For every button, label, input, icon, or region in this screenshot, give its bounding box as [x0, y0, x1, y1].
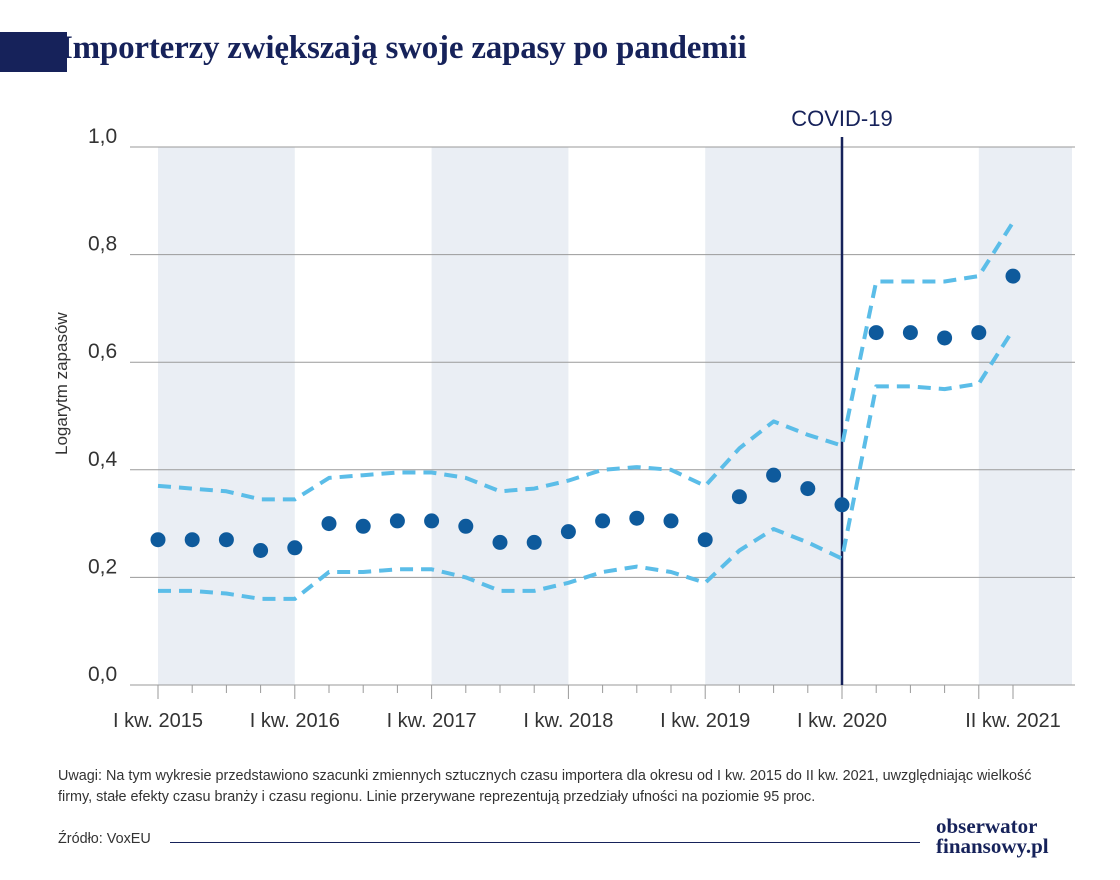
x-tick-label: I kw. 2017 [387, 710, 477, 732]
footer-divider [170, 842, 920, 843]
x-tick-label: I kw. 2018 [523, 710, 613, 732]
data-point [526, 534, 542, 550]
data-point [492, 534, 508, 550]
data-point [424, 513, 440, 529]
chart-notes: Uwagi: Na tym wykresie przedstawiono sza… [58, 768, 1032, 805]
source-text: Źródło: VoxEU [58, 831, 151, 847]
y-tick-label: 1,0 [88, 125, 117, 148]
data-point [595, 513, 611, 529]
data-point [287, 540, 303, 556]
data-point [834, 497, 850, 513]
covid-marker: COVID-19 [791, 106, 893, 685]
year-shade-2021 [978, 147, 1072, 685]
estimate-points [150, 268, 1021, 558]
data-point [629, 510, 645, 526]
page-title: Importerzy zwiększają swoje zapasy po pa… [60, 30, 747, 66]
x-tick-label: I kw. 2019 [660, 710, 750, 732]
title-accent-bar [0, 32, 67, 72]
upper_ci-line [157, 221, 1015, 502]
year-shade-2019 [705, 147, 842, 685]
y-tick-label: 0,6 [88, 340, 117, 363]
data-point [663, 513, 679, 529]
x-tick-label: I kw. 2016 [250, 710, 340, 732]
data-point [389, 513, 405, 529]
data-point [184, 532, 200, 548]
y-axis-ticks: 1,0 0,8 0,6 0,4 0,2 0,0 [88, 125, 118, 686]
x-tick-label: I kw. 2015 [113, 710, 203, 732]
logo-line-2: finansowy.pl [936, 834, 1049, 858]
x-tick-label: II kw. 2021 [965, 710, 1061, 732]
y-tick-label: 0,2 [88, 555, 117, 578]
data-point [218, 532, 234, 548]
year-shade-2015 [158, 147, 295, 685]
x-axis: I kw. 2015 I kw. 2016 I kw. 2017 I kw. 2018… [113, 685, 1061, 732]
brand-logo: obserwator finansowy.pl [936, 814, 1076, 858]
data-point [321, 516, 337, 532]
year-shading [158, 147, 1072, 685]
y-tick-label: 0,8 [88, 233, 117, 256]
year-shade-2017 [431, 147, 569, 685]
confidence-bands [157, 221, 1015, 601]
data-point [697, 532, 713, 548]
data-point [458, 518, 474, 534]
data-point [800, 481, 816, 497]
data-point [766, 467, 782, 483]
data-point [868, 325, 884, 341]
data-point [355, 518, 371, 534]
covid-label: COVID-19 [791, 106, 892, 131]
data-point [971, 325, 987, 341]
logo-line-1: obserwator [936, 814, 1038, 838]
data-point [253, 543, 269, 558]
data-point [937, 330, 953, 346]
data-point [150, 532, 166, 548]
data-point [560, 524, 576, 540]
y-axis-label: Logarytm zapasów [52, 312, 71, 455]
x-tick-label: I kw. 2020 [797, 710, 887, 732]
chart: 1,00,80,60,40,20,0 I kw. 2015 I kw. 2016 I… [52, 106, 1075, 732]
y-tick-label: 0,4 [88, 448, 118, 471]
data-point [1005, 268, 1021, 284]
y-tick-label: 0,0 [88, 663, 117, 686]
data-point [902, 325, 918, 341]
lower_ci-line [158, 328, 1015, 601]
data-point [731, 489, 747, 505]
